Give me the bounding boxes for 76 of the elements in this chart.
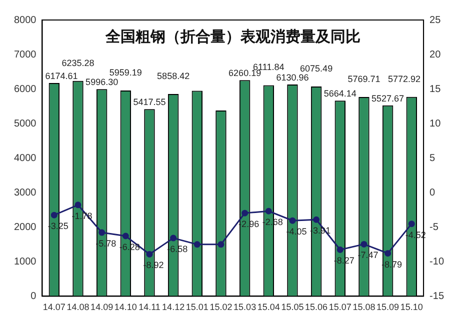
point	[384, 250, 392, 257]
x-tick-label: 15.08	[352, 302, 376, 312]
data-label: -5.78	[96, 238, 116, 249]
data-label: 5417.55	[133, 97, 166, 108]
data-label: -8.27	[334, 256, 354, 266]
y2-tick-label: -10	[430, 256, 444, 268]
data-label: -3.25	[48, 221, 68, 232]
point	[289, 217, 296, 224]
data-label: -6.58	[167, 244, 188, 254]
data-label: -8.79	[382, 259, 402, 270]
x-tick-label: 15.10	[400, 302, 423, 312]
point	[50, 212, 58, 218]
data-label: 5769.71	[348, 74, 380, 84]
point	[313, 216, 320, 223]
x-tick-label: 15.01	[186, 302, 208, 312]
data-label: -2.96	[238, 219, 260, 230]
y-tick-label: 1000	[14, 256, 37, 268]
x-tick-label: 14.10	[114, 302, 137, 312]
y-tick-label: 7000	[14, 49, 37, 60]
y2-tick-label: 25	[430, 14, 442, 26]
point	[336, 246, 344, 253]
x-tick-label: 15.02	[210, 302, 232, 312]
y2-tick-label: 15	[430, 84, 442, 95]
point	[194, 241, 200, 248]
data-label: 5858.42	[157, 70, 190, 81]
y-tick-label: 3000	[14, 187, 37, 198]
data-label: 6075.49	[300, 63, 333, 74]
y-tick-label: 6000	[14, 84, 37, 95]
point	[146, 250, 153, 258]
point	[122, 232, 129, 240]
y2-tick-label: -5	[430, 222, 439, 233]
data-label: -6.28	[119, 242, 140, 252]
x-tick-label: 15.07	[328, 302, 352, 312]
x-tick-label: 14.11	[138, 302, 160, 312]
data-label: 6130.96	[276, 72, 309, 83]
x-tick-label: 14.12	[162, 302, 185, 312]
point	[74, 202, 82, 208]
point	[408, 220, 415, 228]
x-tick-label: 14.09	[90, 302, 114, 312]
point	[265, 208, 272, 214]
y2-tick-label: 5	[430, 152, 436, 164]
data-label: -7.47	[358, 250, 378, 260]
y2-tick-label: 10	[430, 118, 442, 130]
x-tick-label: 15.04	[257, 302, 280, 312]
text: 全国粗钢（折合量）表观消费量及同比	[104, 27, 360, 46]
y-tick-label: 4000	[14, 152, 37, 164]
point	[242, 210, 248, 216]
y2-tick-label: 0	[430, 187, 436, 198]
x-tick-label: 15.06	[305, 302, 328, 312]
data-label: 5996.30	[86, 77, 118, 88]
data-label: -8.92	[143, 260, 164, 270]
x-tick-label: 15.05	[281, 302, 304, 312]
data-label: -3.91	[310, 226, 331, 236]
data-label: -1.78	[72, 210, 92, 221]
point	[170, 234, 177, 242]
data-label: 5959.19	[109, 67, 142, 78]
data-label: -2.68	[262, 217, 283, 228]
y-tick-label: 8000	[14, 14, 37, 26]
data-label: 5664.14	[324, 88, 356, 99]
x-tick-label: 15.09	[376, 302, 400, 312]
point	[98, 229, 106, 236]
data-label: 6174.61	[45, 71, 78, 82]
data-label: -4.05	[286, 226, 307, 237]
data-label: 6235.28	[62, 58, 94, 68]
point	[360, 240, 368, 248]
y2-tick-label: -15	[430, 290, 444, 302]
x-tick-label: 14.07	[42, 302, 66, 312]
y-tick-label: 2000	[14, 222, 37, 233]
point	[218, 241, 224, 248]
y2-tick-label: 20	[430, 49, 442, 60]
x-tick-label: 14.08	[66, 302, 90, 312]
x-tick-label: 15.03	[234, 302, 256, 312]
data-label: 5527.67	[372, 93, 404, 104]
y-tick-label: 0	[30, 290, 37, 302]
y-tick-label: 5000	[14, 118, 37, 130]
data-label: 5772.92	[388, 74, 421, 84]
